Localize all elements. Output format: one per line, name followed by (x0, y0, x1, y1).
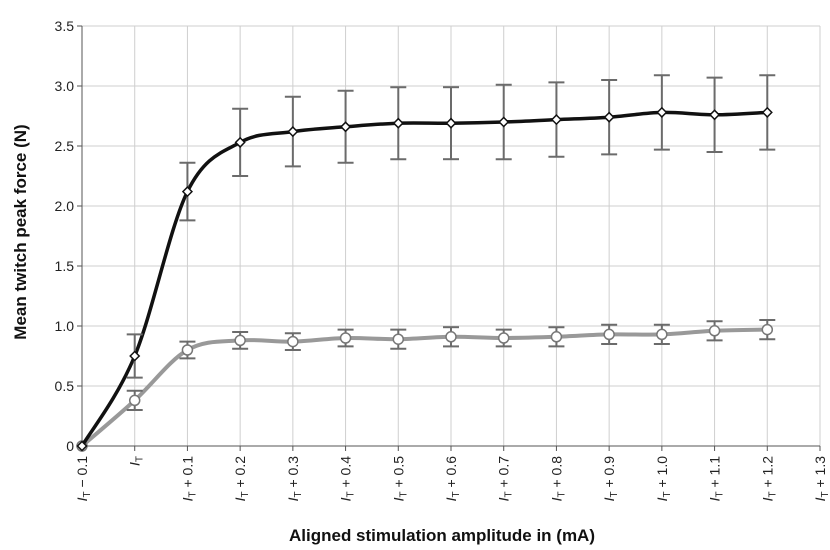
data-point (445, 331, 457, 343)
data-point (181, 344, 194, 356)
x-tick-label: IT + 1.0 (654, 456, 673, 502)
x-tick-label: IT + 1.1 (707, 456, 726, 502)
x-tick-label: IT (127, 456, 146, 466)
x-axis-title: Aligned stimulation amplitude in (mA) (289, 526, 595, 545)
data-point (339, 332, 352, 344)
data-point (761, 323, 774, 336)
data-point (392, 117, 404, 129)
data-point (287, 126, 299, 138)
data-point (76, 440, 88, 452)
y-tick-label: 2.0 (55, 198, 75, 214)
data-point (129, 350, 141, 362)
x-tick-label: IT + 0.1 (179, 456, 198, 502)
data-point (287, 335, 299, 348)
data-point (761, 106, 773, 118)
data-point (181, 186, 193, 198)
x-tick-label: IT + 0.4 (338, 456, 357, 502)
data-point (234, 136, 246, 148)
x-tick-label: IT + 0.2 (232, 456, 251, 502)
data-point (603, 111, 615, 123)
x-tick-label: IT − 0.1 (74, 456, 93, 502)
data-point (445, 117, 457, 129)
y-tick-label: 3.0 (55, 78, 75, 94)
data-point (708, 325, 721, 337)
y-tick-label: 1.5 (55, 258, 75, 274)
data-point (656, 328, 668, 341)
x-tick-label: IT + 1.2 (759, 456, 778, 502)
series-group (76, 74, 776, 452)
data-point (550, 114, 562, 126)
data-point (497, 332, 510, 344)
x-tick-labels: IT − 0.1 IT IT + 0.1 IT + 0.2 IT + 0.3 IT + 0… (74, 456, 830, 502)
y-tick-label: 0 (66, 438, 74, 454)
data-point (498, 116, 510, 128)
y-tick-label: 1.0 (55, 318, 75, 334)
y-tick-label: 0.5 (55, 378, 75, 394)
x-tick-label: IT + 0.7 (496, 456, 515, 502)
data-point (603, 328, 615, 341)
data-point (656, 106, 668, 118)
series-2 (76, 319, 776, 452)
x-tick-label: IT + 0.8 (548, 456, 567, 502)
x-tick-label: IT + 0.5 (390, 456, 409, 502)
series-1 (76, 74, 776, 452)
x-tick-label: IT + 0.3 (285, 456, 304, 502)
y-tick-label: 2.5 (55, 138, 75, 154)
axes (77, 25, 821, 451)
data-point (709, 109, 721, 121)
data-point (128, 394, 141, 407)
y-tick-labels: 0 0.5 1.0 1.5 2.0 2.5 3.0 3.5 (55, 18, 75, 454)
x-tick-label: IT + 0.9 (601, 456, 620, 502)
x-tick-label: IT + 1.3 (812, 456, 830, 502)
y-tick-label: 3.5 (55, 18, 75, 34)
y-axis-title: Mean twitch peak force (N) (11, 124, 30, 339)
data-point (340, 121, 352, 133)
x-tick-label: IT + 0.6 (443, 456, 462, 502)
data-point (234, 334, 246, 347)
data-point (550, 331, 563, 343)
data-point (392, 333, 405, 345)
